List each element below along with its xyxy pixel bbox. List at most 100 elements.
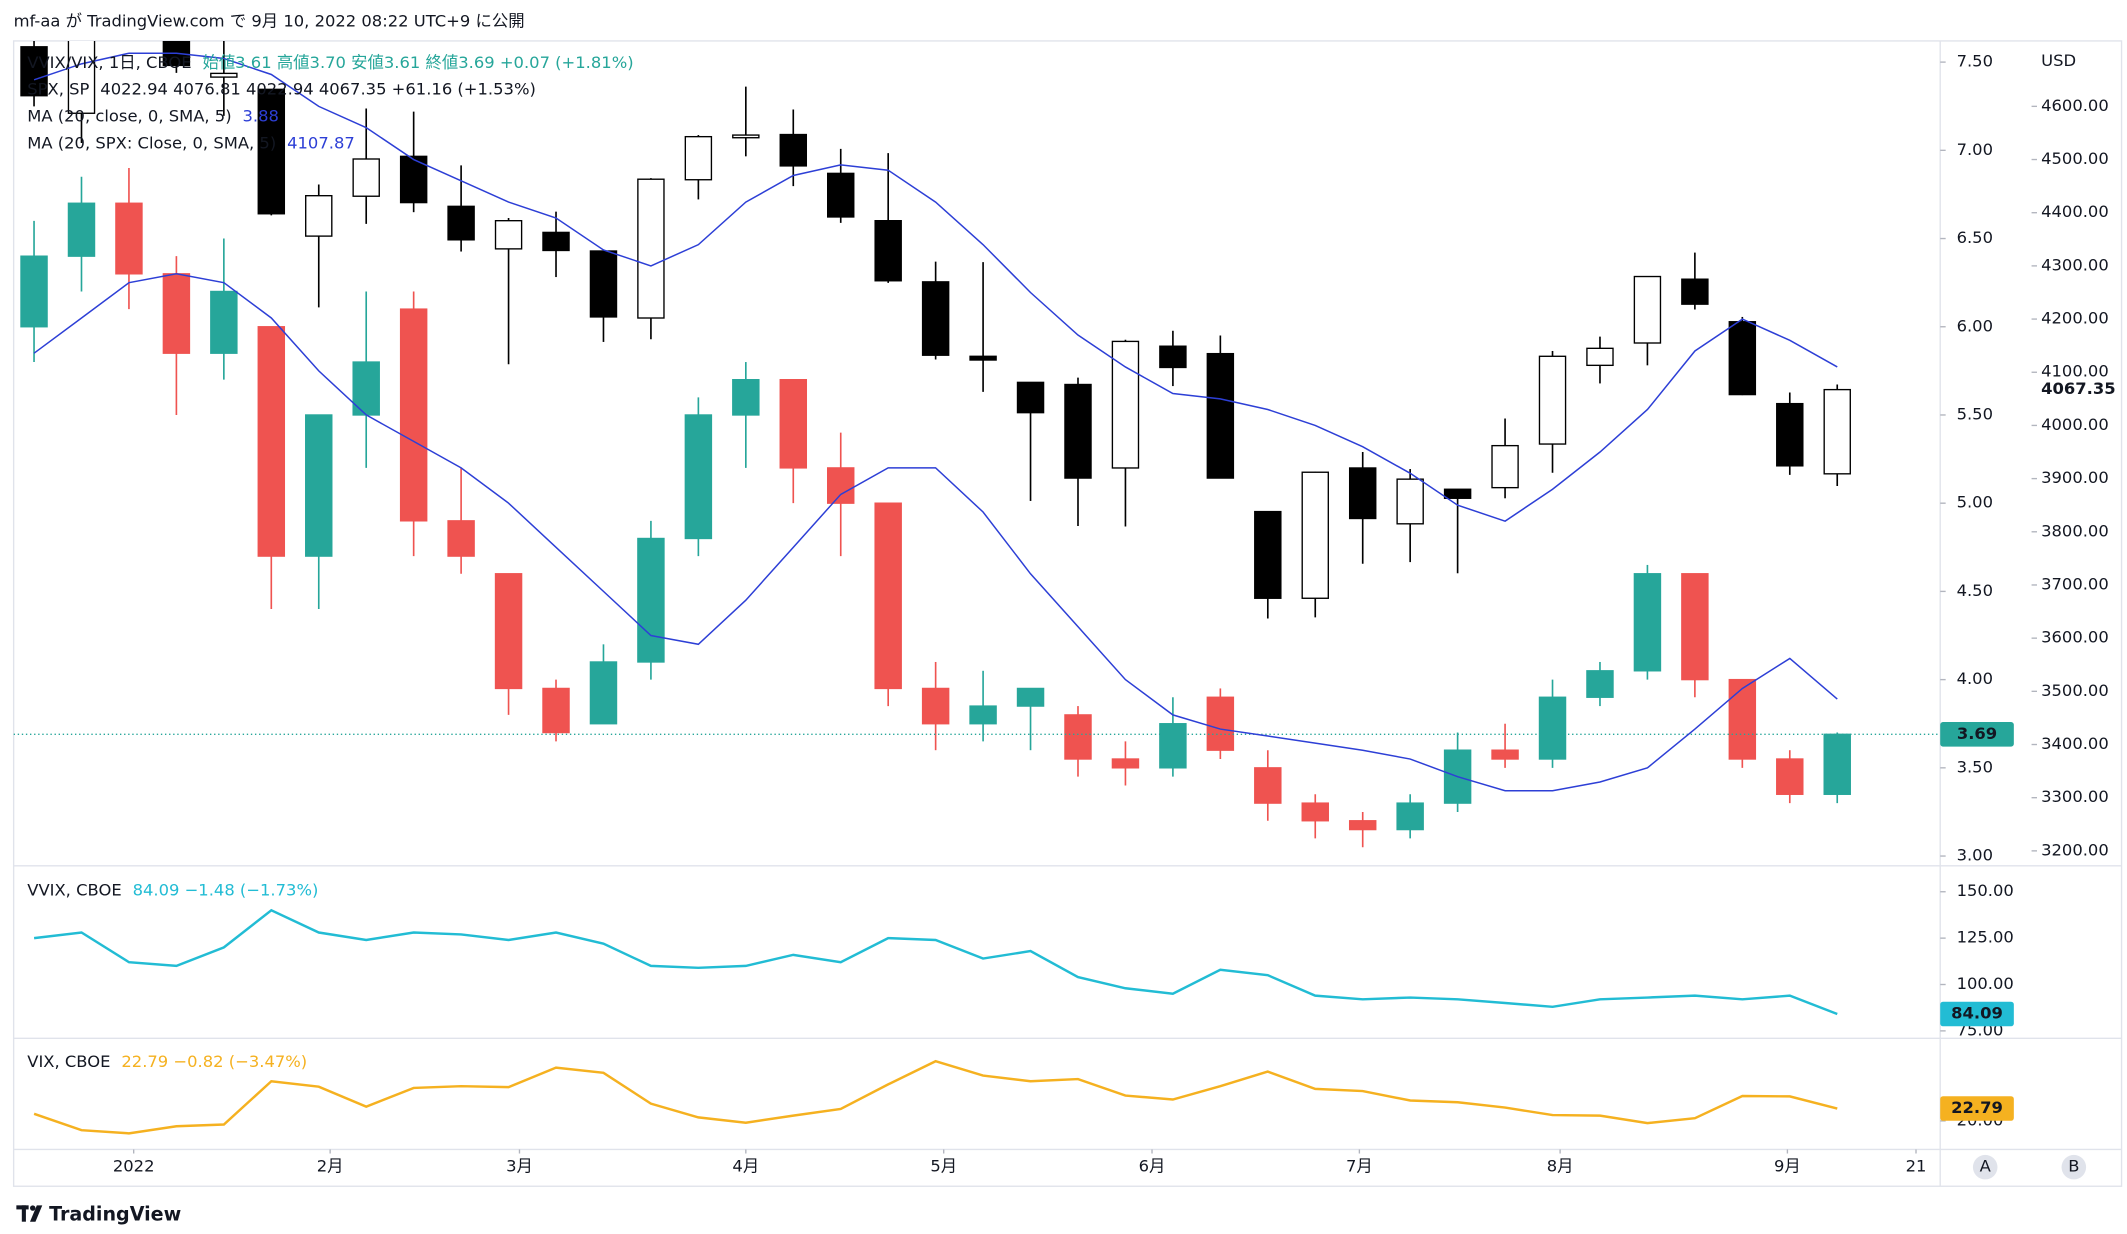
y2-tick-label: 3200.00 (2041, 840, 2109, 859)
legend-values: 始値3.61 高値3.70 安値3.61 終値3.69 +0.07 (+1.81… (202, 52, 633, 71)
candle-body (542, 687, 570, 734)
legend-name: SPX, SP (27, 79, 89, 98)
chart-frame (12, 40, 2123, 1187)
candle-body (1159, 345, 1187, 369)
legend-name: VIX, CBOE (27, 1052, 110, 1071)
legend-entry: MA (20, close, 0, SMA, 5) 3.88 (27, 106, 279, 125)
candle-body (684, 414, 713, 540)
candle-body (1538, 355, 1567, 445)
candle-body (1491, 444, 1519, 489)
y-tick-label: 7.00 (1957, 140, 1993, 159)
candle-body (1728, 678, 1757, 760)
candle-body (1396, 478, 1424, 525)
x-tick-label: 9月 (1774, 1157, 1801, 1176)
candle-body (1681, 278, 1709, 305)
candle-body (637, 178, 665, 319)
price-label: 3.69 (1957, 724, 1997, 743)
candle-body (115, 202, 143, 275)
candle-body (637, 537, 665, 663)
candle-body (827, 467, 855, 504)
legend-values: 3.88 (243, 106, 279, 125)
legend-entry: MA (20, SPX: Close, 0, SMA, 5) 4107.87 (27, 133, 355, 152)
x-tick-label: 2022 (113, 1157, 155, 1176)
x-tick-label: 3月 (506, 1157, 533, 1176)
candle-body (779, 379, 808, 469)
candle-body (1111, 340, 1140, 469)
candle-body (542, 231, 570, 252)
y-tick-label: 100.00 (1957, 974, 2014, 993)
candle-body (921, 687, 950, 725)
auto-scale-label[interactable]: A (1980, 1157, 1992, 1176)
candle-body (1776, 402, 1804, 467)
candle-body (1443, 488, 1472, 499)
price-label-box (1940, 1001, 2014, 1027)
y2-tick-label: 3800.00 (2041, 521, 2109, 540)
y2-tick-label: 4200.00 (2041, 309, 2109, 328)
candle-body (921, 281, 950, 356)
plot-area (13, 40, 1941, 848)
plot-area (33, 908, 1838, 1016)
candle-body (589, 661, 618, 725)
y-tick-label: 3.50 (1957, 757, 1993, 776)
legend-name: MA (20, SPX: Close, 0, SMA, 5) (27, 133, 276, 152)
series-line (33, 908, 1838, 1016)
x-tick-label: 21 (1906, 1157, 1927, 1176)
y2-axis-label: USD (2041, 51, 2076, 70)
auto-scale-button[interactable] (1972, 1154, 1998, 1180)
candle-body (447, 205, 475, 241)
y2-tick-label: 4600.00 (2041, 96, 2109, 115)
candle-body (1064, 714, 1092, 760)
y2-tick-label: 3600.00 (2041, 628, 2109, 647)
legend-entry: VIX, CBOE 22.79 −0.82 (−3.47%) (27, 1052, 307, 1071)
candle-body (1538, 696, 1567, 760)
legend-name: VVIX, CBOE (27, 880, 121, 899)
log-scale-button[interactable] (2061, 1154, 2087, 1180)
candle-body (589, 250, 618, 318)
price-label-box (1940, 722, 2014, 747)
x-tick-label: 8月 (1547, 1157, 1574, 1176)
candle-body (969, 705, 997, 725)
x-tick-label: 4月 (732, 1157, 759, 1176)
price-label: 4067.35 (2041, 379, 2116, 398)
candle-body (67, 40, 96, 114)
candle-body (732, 134, 760, 139)
candle-body (1206, 696, 1235, 751)
tradingview-logo (16, 1205, 43, 1222)
series-line (33, 1059, 1838, 1135)
y-tick-label: 4.50 (1957, 581, 1993, 600)
legend-name: VVIX/VIX, 1日, CBOE (27, 52, 191, 71)
candle-body (399, 308, 428, 522)
log-scale-label[interactable]: B (2068, 1157, 2079, 1176)
candle-body (162, 273, 191, 354)
candle-body (1111, 758, 1140, 769)
y2-tick-label: 4500.00 (2041, 149, 2109, 168)
candle-body (1776, 758, 1804, 795)
price-label: 84.09 (1951, 1004, 2003, 1023)
candle-body (257, 326, 286, 557)
candle-body (1064, 383, 1092, 479)
candle-body (494, 220, 523, 250)
legend-values: 4022.94 4076.81 4022.94 4067.35 +61.16 (… (100, 79, 536, 98)
price-label-box (2031, 377, 2106, 402)
candle-body (1823, 388, 1851, 475)
candle-body (1254, 510, 1282, 599)
y2-tick-label: 4300.00 (2041, 255, 2109, 274)
candle-body (20, 255, 48, 328)
price-label: 22.79 (1951, 1098, 2003, 1117)
y-tick-label: 150.00 (1957, 881, 2014, 900)
candle-body (1681, 573, 1709, 681)
y-tick-label: 3.00 (1957, 846, 1993, 865)
publish-header: mf-aa が TradingView.com で 9月 10, 2022 08… (14, 11, 525, 30)
legend-values: 84.09 −1.48 (−1.73%) (133, 880, 319, 899)
y2-tick-label: 3500.00 (2041, 681, 2109, 700)
footer-brand: TradingView (49, 1203, 181, 1225)
legend-name: MA (20, close, 0, SMA, 5) (27, 106, 231, 125)
y2-tick-label: 4400.00 (2041, 202, 2109, 221)
y-tick-label: 125.00 (1957, 928, 2014, 947)
candle-body (494, 573, 523, 690)
candle-body (1586, 670, 1614, 698)
candle-body (1159, 723, 1187, 769)
y-tick-label: 7.50 (1957, 52, 1993, 71)
candle-body (1586, 347, 1614, 367)
